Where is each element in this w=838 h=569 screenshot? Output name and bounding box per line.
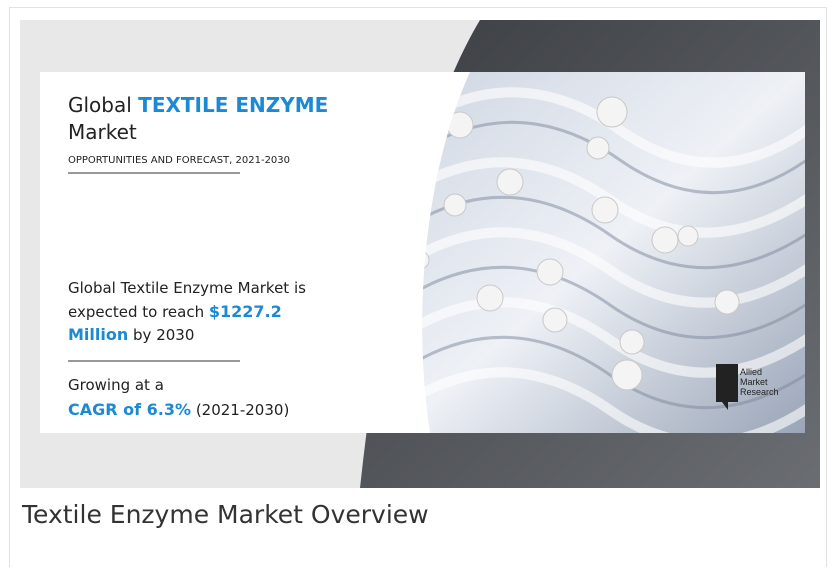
title: Global TEXTILE ENZYME — [68, 93, 328, 117]
reach-line: Million by 2030 — [68, 325, 194, 344]
caption: Textile Enzyme Market Overview — [22, 500, 429, 529]
cagr: CAGR of 6.3% — [68, 400, 191, 419]
subtitle: OPPORTUNITIES AND FORECAST, 2021-2030 — [68, 155, 290, 166]
reach-text: expected to reach — [68, 303, 204, 321]
growth-text: Growing at a — [68, 376, 164, 394]
reach-value: $1227.2 — [209, 302, 282, 321]
page: Global TEXTILE ENZYME Market OPPORTUNITI… — [0, 0, 838, 569]
growth-line: CAGR of 6.3% (2021-2030) — [68, 400, 289, 419]
title-prefix: Global — [68, 93, 132, 117]
logo-text: Research — [740, 387, 779, 397]
reach-suffix: by 2030 — [133, 326, 194, 344]
reach-line: expected to reach $1227.2 — [68, 302, 282, 321]
logo-text: Market — [740, 377, 768, 387]
reach-line: Global Textile Enzyme Market is — [68, 279, 306, 297]
cagr-period: (2021-2030) — [196, 401, 289, 419]
reach-value: Million — [68, 325, 128, 344]
title-suffix: Market — [68, 120, 137, 144]
logo-text: Allied — [740, 367, 762, 377]
logo-mark — [716, 364, 738, 402]
title-highlight: TEXTILE ENZYME — [138, 93, 328, 117]
